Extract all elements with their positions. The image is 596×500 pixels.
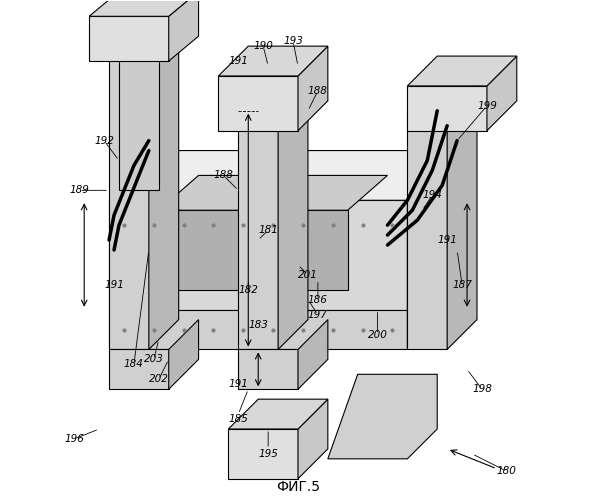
Text: 193: 193 <box>283 36 303 46</box>
Text: 180: 180 <box>497 466 517 476</box>
Text: 191: 191 <box>228 379 249 389</box>
Polygon shape <box>159 176 387 210</box>
Text: 202: 202 <box>149 374 169 384</box>
Text: 191: 191 <box>104 280 124 290</box>
Text: 192: 192 <box>94 136 114 145</box>
Polygon shape <box>109 41 149 350</box>
Text: 187: 187 <box>452 280 472 290</box>
Polygon shape <box>149 12 179 349</box>
Text: 191: 191 <box>437 235 457 245</box>
Polygon shape <box>228 399 328 429</box>
Polygon shape <box>89 0 198 16</box>
Polygon shape <box>408 260 457 350</box>
Polygon shape <box>119 41 159 190</box>
Text: 190: 190 <box>253 41 273 51</box>
Polygon shape <box>169 0 198 61</box>
Text: 189: 189 <box>69 186 89 196</box>
Polygon shape <box>447 81 477 349</box>
Polygon shape <box>219 76 298 130</box>
Polygon shape <box>169 320 198 389</box>
Text: 199: 199 <box>477 101 497 111</box>
Text: 201: 201 <box>298 270 318 280</box>
Polygon shape <box>408 111 447 350</box>
Text: 186: 186 <box>308 294 328 304</box>
Polygon shape <box>408 56 517 86</box>
Polygon shape <box>408 150 457 310</box>
Text: 198: 198 <box>472 384 492 394</box>
Polygon shape <box>109 200 408 310</box>
Text: 188: 188 <box>308 86 328 96</box>
Polygon shape <box>298 399 328 478</box>
Text: 195: 195 <box>258 449 278 459</box>
Polygon shape <box>159 210 347 290</box>
Polygon shape <box>278 81 308 349</box>
Text: 188: 188 <box>213 170 234 180</box>
Text: 197: 197 <box>308 310 328 320</box>
Polygon shape <box>298 46 328 130</box>
Polygon shape <box>109 350 169 389</box>
Polygon shape <box>109 150 457 200</box>
Polygon shape <box>89 16 169 61</box>
Polygon shape <box>487 56 517 130</box>
Text: 203: 203 <box>144 354 164 364</box>
Text: 184: 184 <box>124 360 144 370</box>
Text: 200: 200 <box>368 330 387 340</box>
Polygon shape <box>228 429 298 478</box>
Text: 182: 182 <box>238 285 258 295</box>
Text: 196: 196 <box>64 434 84 444</box>
Polygon shape <box>109 310 408 350</box>
Text: 185: 185 <box>228 414 249 424</box>
Text: 194: 194 <box>423 190 442 200</box>
Polygon shape <box>238 111 278 350</box>
Polygon shape <box>408 86 487 130</box>
Polygon shape <box>328 374 437 459</box>
Polygon shape <box>238 350 298 389</box>
Polygon shape <box>219 46 328 76</box>
Text: 181: 181 <box>258 225 278 235</box>
Text: 191: 191 <box>228 56 249 66</box>
Polygon shape <box>298 320 328 389</box>
Text: ФИГ.5: ФИГ.5 <box>276 480 320 494</box>
Text: 183: 183 <box>249 320 268 330</box>
